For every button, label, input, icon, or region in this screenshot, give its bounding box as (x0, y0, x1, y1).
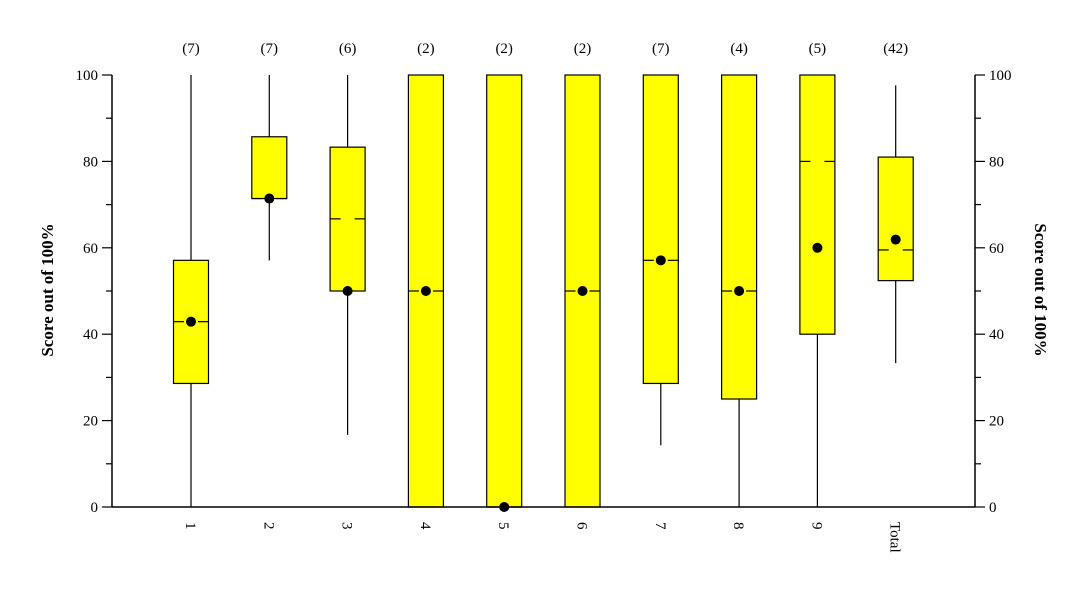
box-4 (407, 74, 444, 508)
category-label-7: 7 (652, 522, 668, 530)
mean-dot-4 (420, 286, 431, 296)
box-1 (172, 75, 210, 507)
mean-dot-9 (812, 242, 823, 253)
mean-dot-3 (342, 286, 353, 296)
category-label-3: 3 (339, 522, 355, 530)
box-6 (564, 74, 601, 508)
box-Total (877, 85, 914, 364)
count-label-4: (2) (417, 41, 435, 57)
box-rect-8 (720, 74, 758, 400)
box-9 (799, 74, 836, 507)
y-tick-label-left-0: 0 (91, 500, 99, 516)
box-8 (720, 74, 758, 507)
y-tick-label-right-100: 100 (989, 68, 1012, 84)
box-rect-2 (251, 136, 288, 200)
count-label-1: (7) (182, 41, 200, 57)
axes: 0 0 20 20 40 40 60 60 80 80 100 100 (76, 68, 1012, 516)
box-series (172, 74, 914, 512)
box-rect-7 (642, 74, 679, 385)
mean-dot-8 (734, 286, 745, 296)
y-axis-title-right: Score out of 100% (1031, 223, 1050, 356)
category-label-6: 6 (574, 522, 590, 530)
count-labels: (7) (7) (6) (2) (2) (2) (7) (4) (5) (42) (182, 41, 908, 57)
mean-dot-2 (264, 193, 275, 204)
category-label-9: 9 (808, 522, 824, 530)
count-label-2: (7) (261, 41, 279, 57)
category-label-1: 1 (182, 522, 198, 530)
box-2 (251, 75, 288, 261)
y-tick-label-right-40: 40 (989, 327, 1004, 343)
box-7 (642, 74, 679, 446)
category-label-Total: Total (887, 522, 903, 553)
category-label-5: 5 (495, 522, 511, 530)
y-tick-label-left-80: 80 (83, 154, 98, 170)
category-label-2: 2 (260, 522, 276, 530)
category-label-8: 8 (730, 522, 746, 530)
count-label-7: (7) (652, 41, 670, 57)
y-axis-title-left: Score out of 100% (38, 223, 57, 356)
count-label-6: (2) (574, 41, 592, 57)
category-label-4: 4 (417, 522, 433, 530)
mean-dot-6 (577, 286, 588, 296)
box-5 (486, 74, 523, 512)
count-label-8: (4) (730, 41, 748, 57)
y-tick-label-right-20: 20 (989, 414, 1004, 430)
box-rect-Total (877, 156, 914, 282)
mean-dot-1 (186, 316, 196, 327)
box-3 (329, 75, 366, 435)
y-tick-label-left-100: 100 (76, 68, 99, 84)
mean-dot-7 (655, 255, 666, 266)
y-tick-label-right-60: 60 (989, 241, 1004, 257)
y-tick-label-left-60: 60 (83, 241, 98, 257)
box-rect-9 (799, 74, 836, 335)
mean-dot-Total (890, 234, 901, 245)
count-label-Total: (42) (883, 41, 908, 57)
y-tick-label-right-80: 80 (989, 154, 1004, 170)
count-label-9: (5) (809, 41, 827, 57)
y-tick-label-right-0: 0 (989, 500, 997, 516)
category-labels: 1 2 3 4 5 6 7 8 9 Total (182, 522, 903, 553)
box-rect-5 (486, 74, 523, 508)
y-tick-label-left-20: 20 (83, 414, 98, 430)
count-label-5: (2) (495, 41, 513, 57)
count-label-3: (6) (339, 41, 357, 57)
y-tick-label-left-40: 40 (83, 327, 98, 343)
